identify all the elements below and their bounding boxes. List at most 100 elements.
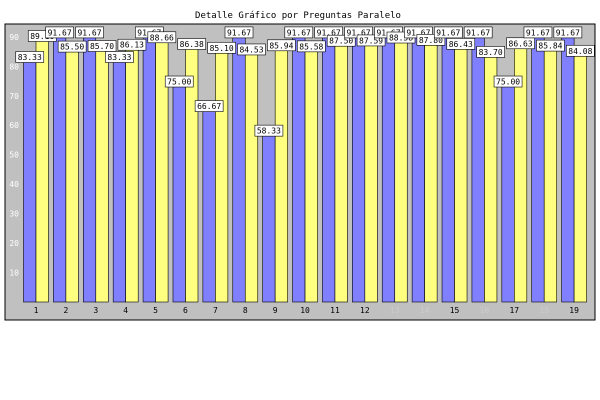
x-tick-label: 12: [360, 306, 370, 315]
bar: [304, 49, 318, 303]
x-tick-label: 3: [93, 306, 98, 315]
bar: [215, 50, 229, 303]
data-label: 86.38: [180, 40, 204, 49]
x-tick-label: 17: [509, 306, 519, 315]
data-label: 75.00: [496, 78, 520, 87]
data-label: 91.67: [287, 28, 311, 37]
x-tick-label: 5: [153, 306, 158, 315]
bar: [112, 56, 126, 303]
bar: [244, 52, 259, 303]
data-label-box: [356, 34, 386, 47]
y-tick-label: 60: [9, 121, 19, 130]
data-label-box: [416, 34, 446, 46]
x-tick-label: 15: [450, 306, 460, 315]
data-label: 91.67: [406, 28, 430, 37]
data-label: 91.67: [77, 28, 101, 37]
x-tick-label: 6: [183, 306, 188, 315]
data-label-box: [57, 40, 87, 53]
data-label: 83.70: [479, 48, 503, 57]
data-label: 91.67: [48, 28, 72, 37]
bar: [82, 31, 97, 303]
y-tick-label: 50: [9, 151, 19, 160]
y-tick-label: 70: [9, 92, 19, 101]
data-label-box: [254, 124, 284, 137]
y-tick-label: 90: [9, 33, 19, 42]
data-label: 85.58: [299, 42, 323, 51]
data-label: 91.67: [347, 28, 371, 37]
data-label-box: [446, 38, 476, 50]
data-label-box: [476, 46, 505, 58]
bar: [484, 55, 498, 303]
x-tick-label: 8: [243, 306, 248, 315]
data-label: 91.67: [466, 28, 490, 37]
bar: [394, 40, 408, 303]
x-tick-label: 14: [420, 306, 430, 315]
y-tick-label: 30: [9, 210, 19, 219]
bar: [35, 39, 49, 303]
data-label: 91.67: [556, 28, 580, 37]
bar: [543, 48, 558, 303]
x-tick-label: 18: [539, 306, 549, 315]
x-tick-label: 16: [480, 306, 490, 315]
y-tick-label: 40: [9, 180, 19, 189]
data-label-box: [267, 39, 296, 52]
data-label-box: [433, 26, 463, 39]
bar: [292, 31, 306, 303]
data-label-box: [164, 75, 194, 88]
y-tick-label: 80: [9, 62, 19, 71]
bar: [262, 129, 276, 303]
bar: [23, 56, 37, 303]
data-label: 87.59: [359, 36, 383, 45]
data-label: 85.70: [90, 42, 114, 51]
data-label-box: [147, 31, 177, 44]
x-tick-label: 4: [123, 306, 128, 315]
bar: [531, 31, 545, 303]
bar: [65, 49, 79, 303]
bar: [172, 80, 186, 303]
data-label-box: [105, 51, 134, 63]
data-label: 87.50: [329, 37, 353, 46]
data-label-box: [326, 34, 356, 47]
bar: [322, 31, 336, 303]
data-label: 89.10: [30, 32, 54, 41]
bar: [274, 48, 288, 303]
data-label-box: [237, 43, 266, 56]
bar: [501, 80, 515, 303]
bar: [441, 31, 455, 303]
x-tick-label: 19: [569, 306, 579, 315]
data-label: 75.00: [167, 78, 191, 87]
x-tick-label: 2: [63, 306, 68, 315]
data-label: 85.84: [538, 42, 562, 51]
data-label-box: [506, 37, 535, 50]
data-label-box: [523, 26, 553, 39]
data-label-box: [463, 26, 493, 39]
data-label: 85.10: [210, 44, 234, 53]
data-label-box: [224, 26, 254, 39]
data-label-box: [15, 51, 45, 63]
data-label-box: [117, 38, 147, 51]
bar: [561, 31, 575, 303]
data-label: 88.66: [150, 33, 174, 42]
bar: [142, 31, 156, 303]
y-tick-label: 10: [9, 269, 19, 278]
data-label: 85.94: [269, 41, 293, 50]
data-label-box: [194, 100, 224, 112]
bar: [454, 47, 468, 303]
data-label: 84.08: [568, 47, 592, 56]
data-label: 91.67: [317, 28, 341, 37]
data-label: 86.43: [449, 40, 473, 49]
x-tick-label: 1: [34, 306, 39, 315]
data-label-box: [177, 38, 207, 50]
data-label-box: [297, 40, 326, 53]
bar: [381, 31, 396, 303]
data-label: 91.67: [526, 28, 550, 37]
bar: [424, 43, 438, 303]
data-label: 88.58: [389, 34, 413, 43]
bar: [202, 105, 216, 303]
bar: [573, 53, 587, 303]
x-tick-label: 10: [300, 306, 310, 315]
data-label-box: [493, 75, 523, 88]
bar: [125, 47, 139, 303]
bar: [411, 31, 425, 303]
bar: [53, 31, 67, 303]
